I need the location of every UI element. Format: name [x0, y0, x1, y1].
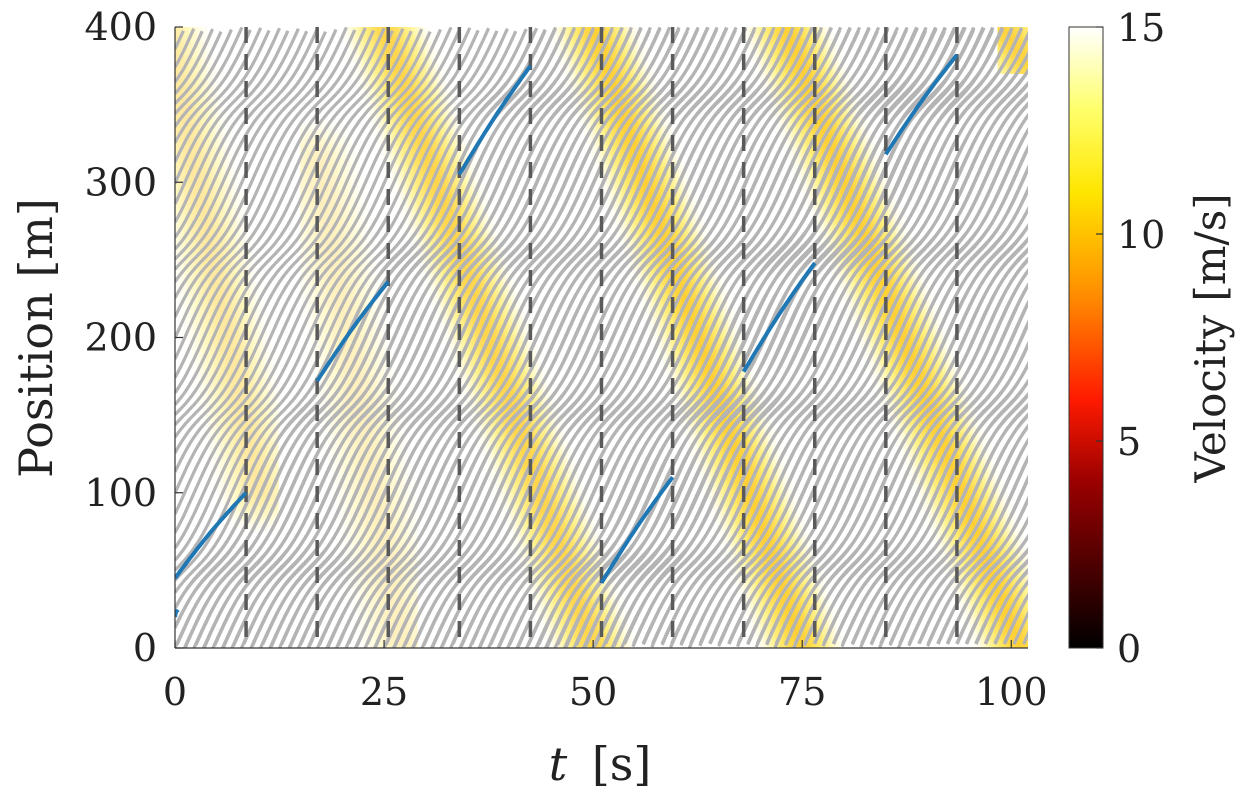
vehicle-trajectory-72 [477, 27, 1028, 648]
vehicle-trajectory-79 [544, 27, 1028, 648]
x-tick-label-100: 100 [975, 670, 1048, 714]
congestion-wave-0-center [175, 46, 264, 498]
vehicle-trajectory-64 [401, 27, 1028, 648]
x-tick-label-0: 0 [163, 670, 187, 714]
colorbar-tick-label-0: 0 [1117, 627, 1141, 671]
x-axis-label-unit: [s] [592, 737, 652, 789]
vehicle-trajectory-69 [449, 27, 1028, 648]
x-axis-label-symbol: t [549, 737, 568, 789]
x-tick-label-25: 25 [360, 670, 408, 714]
vehicle-trajectory-51 [278, 27, 1028, 648]
vehicle-trajectory-85 [601, 27, 1028, 648]
vehicle-trajectory-86 [610, 27, 1028, 648]
highlighted-segment-4 [741, 261, 817, 373]
congestion-wave-4-center [780, 27, 1025, 648]
y-tick-label-300: 300 [84, 160, 157, 204]
x-tick-label-50: 50 [569, 670, 617, 714]
highlighted-segment-0 [175, 491, 248, 580]
vehicle-trajectory-60 [363, 27, 1028, 648]
vehicle-trajectory-78 [534, 27, 1028, 648]
colorbar-tick-label-15: 15 [1117, 6, 1165, 50]
vehicle-trajectory-83 [582, 27, 1028, 648]
light-switch-lines-layer [244, 27, 959, 648]
colorbar-ticks: 0 5 10 15 [1096, 6, 1165, 671]
highlighted-segments-layer [175, 53, 959, 618]
vehicle-trajectory-81 [563, 27, 1028, 648]
vehicle-trajectory-66 [420, 27, 1028, 648]
vehicle-trajectory-67 [430, 27, 1028, 648]
vehicle-trajectory-56 [325, 27, 1028, 648]
vehicle-trajectory-58 [344, 27, 1028, 648]
vehicle-trajectory-53 [297, 27, 1028, 648]
vehicle-trajectory-52 [287, 27, 1028, 648]
x-tick-label-75: 75 [778, 670, 826, 714]
vehicle-trajectory-55 [316, 27, 1028, 648]
vehicle-trajectory-84 [591, 27, 1028, 648]
x-axis-label: t [s] [549, 737, 652, 789]
vehicle-trajectory-75 [506, 27, 1028, 648]
highlighted-segment-1 [315, 280, 390, 383]
y-tick-label-400: 400 [84, 5, 157, 49]
y-tick-label-200: 200 [84, 316, 157, 360]
highlighted-segment-2 [457, 64, 533, 176]
colorbar-tick-label-5: 5 [1117, 420, 1141, 464]
y-tick-label-0: 0 [133, 626, 157, 670]
highlighted-segment-3 [599, 476, 675, 584]
colorbar-tick-label-10: 10 [1117, 213, 1165, 257]
vehicle-trajectory-63 [392, 27, 1028, 648]
vehicle-trajectory-76 [515, 27, 1028, 648]
congestion-wave-4 [754, 27, 1028, 648]
colorbar-label: Velocity [m/s] [1186, 193, 1235, 483]
vehicle-trajectory-70 [458, 27, 1028, 648]
y-tick-label-100: 100 [84, 471, 157, 515]
colorbar [1068, 26, 1104, 649]
vehicle-trajectory-48 [249, 27, 1028, 648]
y-axis-label: Position [m] [9, 198, 63, 478]
axes-layer: 0 25 50 75 100 0 100 200 300 400 [84, 5, 1047, 714]
vehicle-trajectories-layer [175, 27, 1028, 648]
vehicle-trajectory-61 [373, 27, 1028, 648]
congestion-wave-0 [175, 27, 290, 524]
vehicle-trajectory-57 [335, 27, 1028, 648]
vehicle-trajectory-62 [382, 27, 1028, 648]
vehicle-trajectory-71 [468, 27, 1028, 648]
vehicle-trajectory-77 [525, 27, 1028, 648]
vehicle-trajectory-87 [620, 27, 1028, 648]
vehicle-trajectory-54 [306, 27, 1028, 648]
vehicle-trajectory-73 [487, 27, 1028, 648]
highlighted-segment-5 [884, 53, 959, 156]
vehicle-trajectory-68 [439, 27, 1028, 648]
